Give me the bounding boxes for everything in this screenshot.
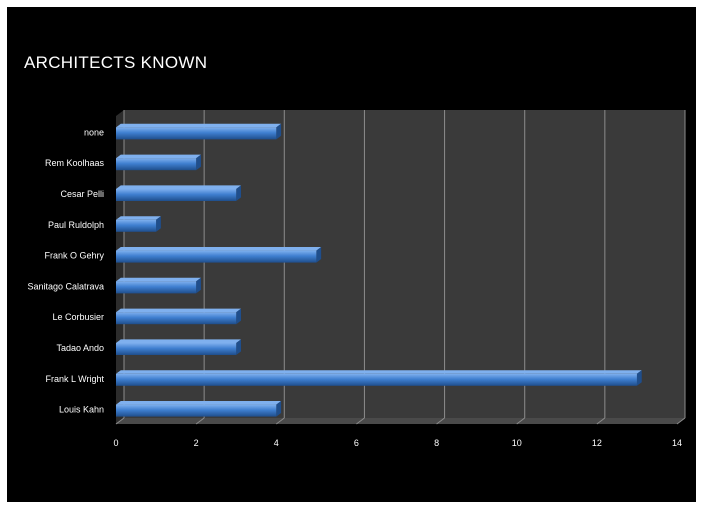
bar-top-face — [116, 370, 642, 374]
bar-top-face — [116, 339, 242, 343]
bar-top-face — [116, 277, 201, 282]
bar-end-face — [236, 308, 242, 325]
category-label: Sanitago Calatrava — [27, 281, 104, 291]
bar-top-face — [116, 123, 282, 128]
bar — [116, 247, 322, 263]
category-labels: Louis Kahn Frank L Wright Tadao Ando Le Cor… — [27, 127, 104, 414]
bar-top-face — [116, 247, 322, 251]
bars — [116, 123, 642, 417]
plot-area — [116, 110, 685, 424]
x-tick-label: 4 — [274, 438, 279, 448]
x-tick-label: 2 — [194, 438, 199, 448]
category-label: Cesar Pelli — [60, 189, 104, 199]
category-label: Rem Koolhaas — [45, 158, 105, 168]
x-tick-label: 0 — [113, 438, 118, 448]
gridline-floor — [676, 417, 686, 425]
bar-top-face — [116, 308, 242, 313]
x-tick-label: 6 — [354, 438, 359, 448]
category-label: Le Corbusier — [52, 312, 104, 322]
x-axis-ticks: 0 2 4 6 8 10 12 14 — [113, 438, 682, 448]
bar — [116, 185, 242, 201]
bar — [116, 123, 282, 140]
bar-front-face — [116, 250, 317, 263]
x-tick-label: 12 — [592, 438, 602, 448]
bar-top-face — [116, 401, 282, 405]
bar — [116, 308, 242, 325]
plot-back-wall — [124, 110, 685, 418]
bar-front-face — [116, 127, 277, 140]
x-tick-label: 8 — [434, 438, 439, 448]
category-label: Frank L Wright — [45, 374, 104, 384]
x-tick-label: 10 — [512, 438, 522, 448]
bar-end-face — [236, 339, 242, 355]
gridline-floor — [275, 417, 285, 425]
x-tick-label: 14 — [672, 438, 682, 448]
bar-end-face — [196, 154, 201, 171]
bar — [116, 401, 282, 417]
category-label: Louis Kahn — [59, 405, 104, 415]
chart-title: ARCHITECTS KNOWN — [24, 53, 208, 72]
plot-floor — [116, 418, 685, 424]
bar — [116, 216, 161, 232]
bar-front-face — [116, 189, 237, 201]
bar — [116, 277, 201, 294]
bar-end-face — [196, 277, 201, 294]
bar-front-face — [116, 312, 237, 325]
bar-front-face — [116, 219, 157, 232]
bar-front-face — [116, 158, 197, 171]
bar-end-face — [276, 401, 282, 417]
bar-top-face — [116, 185, 242, 189]
category-label: none — [84, 127, 104, 137]
bar — [116, 339, 242, 355]
bar — [116, 154, 201, 171]
bar — [116, 370, 642, 386]
gridline-floor — [596, 417, 606, 425]
gridline-floor — [195, 417, 205, 425]
bar-front-face — [116, 373, 637, 386]
bar-end-face — [236, 185, 242, 201]
bar-top-face — [116, 154, 201, 159]
category-label: Frank O Gehry — [44, 251, 104, 261]
gridline-floor — [356, 417, 365, 425]
bar-end-face — [636, 370, 642, 386]
gridline-floor — [436, 417, 445, 425]
bar-front-face — [116, 343, 237, 355]
bar-end-face — [276, 123, 282, 140]
category-label: Paul Ruldolph — [48, 220, 104, 230]
bar-top-face — [116, 216, 161, 220]
gridline-floor — [516, 417, 526, 425]
bar-front-face — [116, 404, 277, 417]
category-label: Tadao Ando — [56, 343, 104, 353]
gridline-floor — [115, 417, 125, 425]
bar-end-face — [316, 247, 322, 263]
bar-front-face — [116, 281, 197, 294]
bar-end-face — [156, 216, 161, 232]
